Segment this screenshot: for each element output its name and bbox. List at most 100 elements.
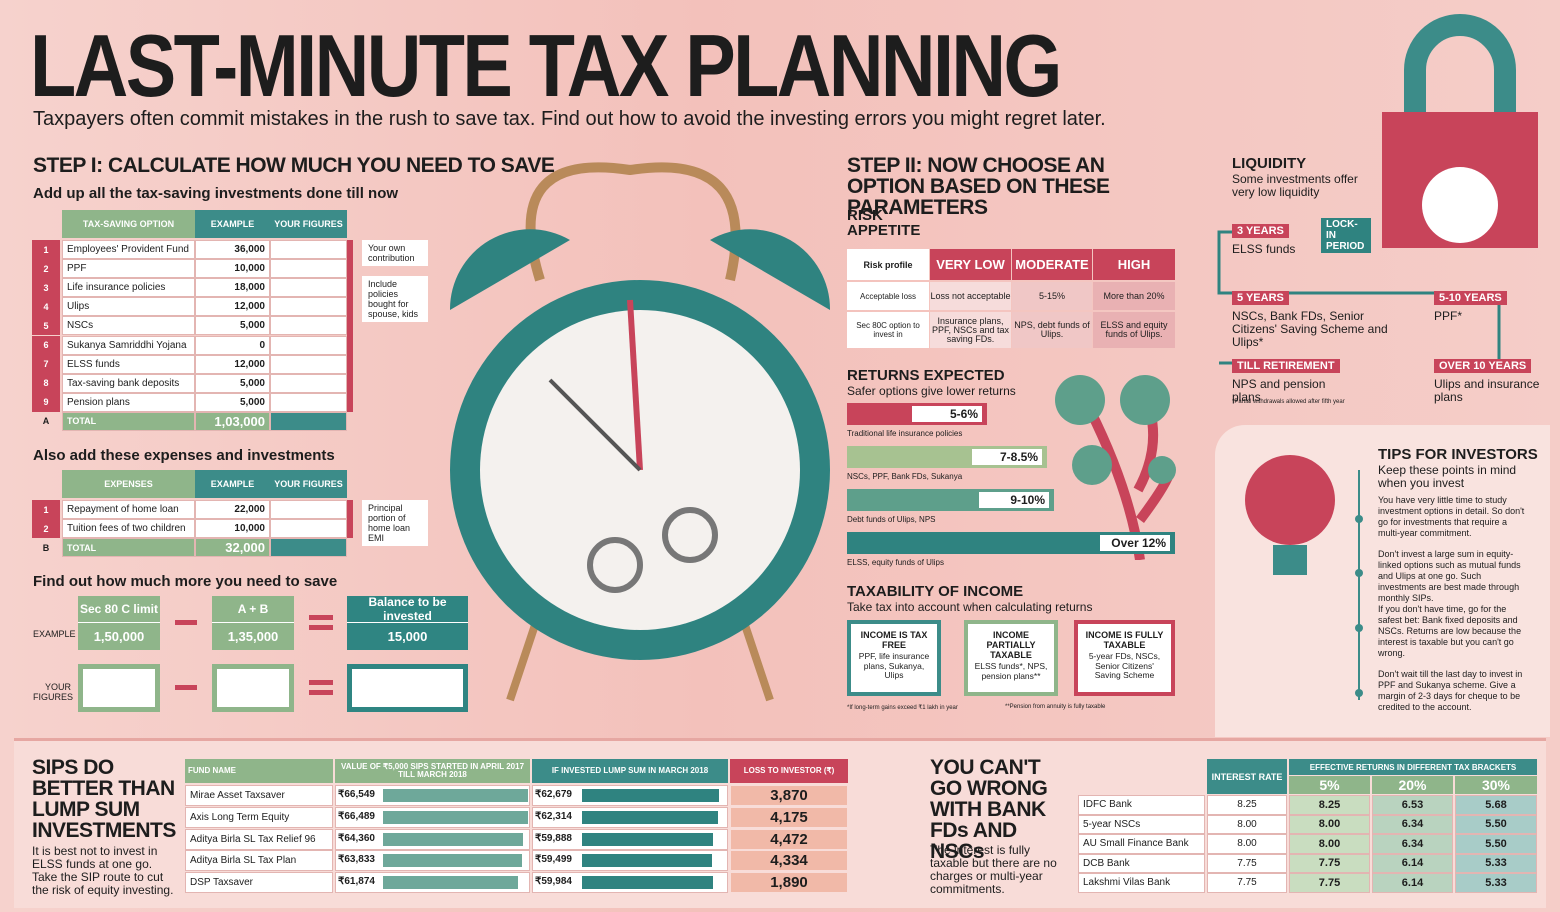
tax-head: INCOME IS FULLY TAXABLE bbox=[1085, 630, 1164, 650]
sip-header: IF INVESTED LUMP SUM IN MARCH 2018 bbox=[532, 759, 728, 783]
row-number: 6 bbox=[32, 335, 60, 355]
row-your-figure bbox=[270, 373, 347, 393]
fd-cell: 6.34 bbox=[1372, 834, 1453, 854]
period-tag: TILL RETIREMENT bbox=[1232, 359, 1340, 373]
risk-cell: NPS, debt funds of Ulips. bbox=[1012, 312, 1092, 348]
row-example: 1,03,000 bbox=[195, 411, 270, 431]
period-text: NPS and pension plans bbox=[1232, 377, 1326, 404]
coin bbox=[1072, 445, 1112, 485]
minus-sign bbox=[175, 685, 197, 690]
period-text: ELSS funds bbox=[1232, 242, 1296, 256]
row-label: NSCs bbox=[62, 316, 195, 336]
lump-value: ₹62,679 bbox=[535, 789, 572, 800]
row-number: 2 bbox=[32, 259, 60, 279]
row-number: 9 bbox=[32, 392, 60, 412]
tax-body: 5-year FDs, NSCs, Senior Citizens' Savin… bbox=[1088, 651, 1161, 680]
return-caption: Debt funds of Ulips, NPS bbox=[847, 515, 936, 524]
fd-cell: Lakshmi Vilas Bank bbox=[1078, 873, 1205, 893]
row-label: Tuition fees of two children bbox=[62, 519, 195, 539]
note: Include policies bought for spouse, kids bbox=[362, 276, 428, 322]
lump-value: ₹62,314 bbox=[535, 810, 572, 822]
fd-cell: AU Small Finance Bank bbox=[1078, 834, 1205, 854]
clock-bell bbox=[710, 229, 831, 310]
tips-line bbox=[1358, 470, 1360, 700]
row-label: TOTAL bbox=[62, 538, 195, 558]
loss-value: 4,472 bbox=[730, 828, 848, 850]
row-your-figure bbox=[270, 411, 347, 431]
fd-cell: 5.50 bbox=[1455, 834, 1537, 854]
fd-cell: 5.50 bbox=[1455, 814, 1537, 834]
row-number: B bbox=[42, 542, 50, 553]
tip-dot bbox=[1355, 624, 1363, 632]
row-your-figure bbox=[270, 392, 347, 412]
return-label: Over 12% bbox=[1100, 535, 1170, 551]
fund-name: Aditya Birla SL Tax Plan bbox=[185, 850, 333, 872]
sip-bar bbox=[383, 854, 523, 868]
lump-bar bbox=[582, 876, 714, 890]
expenses-title: Also add these expenses and investments bbox=[33, 447, 335, 464]
row-example: 5,000 bbox=[195, 373, 270, 393]
find-value: 1,35,000 bbox=[212, 622, 294, 650]
fd-cell: 6.14 bbox=[1372, 873, 1453, 893]
brackets-header: EFFECTIVE RETURNS IN DIFFERENT TAX BRACK… bbox=[1289, 759, 1537, 775]
tax-subtitle: Take tax into account when calculating r… bbox=[847, 600, 1093, 614]
clock-bell bbox=[449, 229, 570, 310]
coin bbox=[1120, 375, 1170, 425]
row-label: Ulips bbox=[62, 297, 195, 317]
money-tree bbox=[1055, 375, 1176, 560]
sips-title: SIPS DO BETTER THAN LUMP SUM INVESTMENTS bbox=[32, 756, 176, 842]
row-label: Pension plans bbox=[62, 392, 195, 412]
minus-sign bbox=[175, 620, 197, 625]
table-header: EXAMPLE bbox=[195, 210, 270, 238]
bracket-header: 20% bbox=[1372, 776, 1453, 794]
sip-value: ₹66,489 bbox=[338, 810, 375, 822]
bracket-header: 5% bbox=[1289, 776, 1370, 794]
liquidity-note: *Partial withdrawals allowed after fifth… bbox=[1232, 399, 1345, 405]
row-example: 12,000 bbox=[195, 297, 270, 317]
your-label: YOUR FIGURES bbox=[33, 682, 74, 702]
risk-cell: 5-15% bbox=[1012, 282, 1092, 310]
scissors-handle bbox=[662, 507, 718, 563]
row-your-figure bbox=[270, 316, 347, 336]
loss-value: 4,175 bbox=[730, 806, 848, 828]
lump-bar bbox=[582, 789, 719, 802]
row-example: 36,000 bbox=[195, 240, 270, 260]
sip-bar bbox=[383, 832, 524, 846]
find-head: Sec 80 C limit bbox=[78, 596, 160, 622]
return-bar bbox=[847, 532, 1175, 554]
row-number: 3 bbox=[32, 278, 60, 298]
period-tag: 3 YEARS bbox=[1232, 224, 1289, 238]
fd-cell: 8.00 bbox=[1207, 834, 1287, 854]
risk-cell: Insurance plans, PPF, NSCs and tax savin… bbox=[930, 312, 1011, 348]
period-tag: 5-10 YEARS bbox=[1434, 291, 1507, 305]
your-box bbox=[347, 664, 468, 712]
table-header: YOUR FIGURES bbox=[270, 470, 347, 498]
step2-title: STEP II: NOW CHOOSE AN OPTION BASED ON T… bbox=[847, 154, 1110, 219]
sip-bar bbox=[383, 810, 528, 824]
fds-title: YOU CAN'T GO WRONG WITH BANK FDs AND NSC… bbox=[930, 756, 1048, 863]
row-label: Sukanya Samriddhi Yojana bbox=[62, 335, 195, 355]
bulb-icon bbox=[1245, 455, 1335, 575]
liquidity-subtitle: Some investments offer very low liquidit… bbox=[1232, 172, 1358, 199]
tax-footnote: *If long-term gains exceed ₹1 lakh in ye… bbox=[847, 705, 958, 711]
risk-title: RISK APPETITE bbox=[847, 207, 921, 239]
return-label: 7-8.5% bbox=[972, 449, 1042, 465]
tax-box: INCOME IS FULLY TAXABLE 5-year FDs, NSCs,… bbox=[1074, 620, 1175, 696]
period-text: PPF* bbox=[1434, 309, 1463, 323]
lump-bar bbox=[582, 810, 719, 824]
tip-text: Don't wait till the last day to invest i… bbox=[1378, 669, 1523, 712]
sip-bar bbox=[383, 876, 518, 890]
row-number: 2 bbox=[32, 519, 60, 539]
return-label: 9-10% bbox=[979, 492, 1049, 508]
fd-cell: 7.75 bbox=[1207, 873, 1287, 893]
sip-header: VALUE OF ₹5,000 SIPS STARTED IN APRIL 20… bbox=[335, 759, 530, 783]
row-example: 32,000 bbox=[195, 538, 270, 558]
step1-subtitle: Add up all the tax-saving investments do… bbox=[33, 185, 399, 202]
clock-hand bbox=[627, 299, 643, 471]
your-box bbox=[78, 664, 160, 712]
tip-text: If you don't have time, go for the safes… bbox=[1378, 604, 1522, 658]
tax-box: INCOME PARTIALLY TAXABLE ELSS funds*, NPS… bbox=[964, 620, 1058, 696]
fd-cell: 8.00 bbox=[1207, 814, 1287, 834]
find-head: Balance to be invested bbox=[347, 595, 468, 623]
tip-dot bbox=[1355, 689, 1363, 697]
